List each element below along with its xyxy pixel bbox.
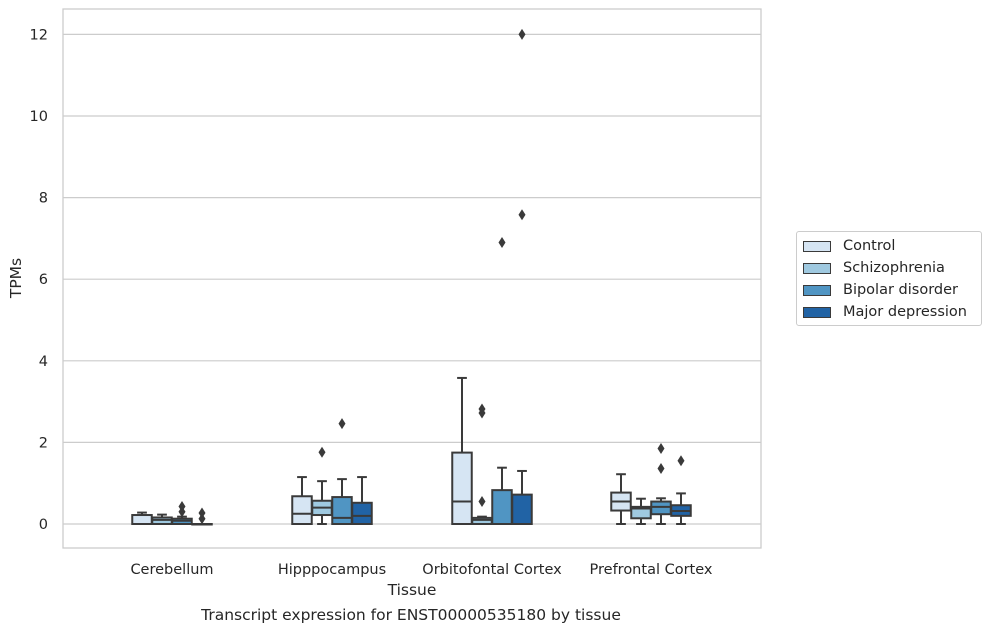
box-iqr <box>650 500 672 516</box>
box-iqr <box>451 451 473 526</box>
box-1-2 <box>331 418 353 525</box>
box-0-0 <box>131 511 153 525</box>
x-tick-label: Prefrontal Cortex <box>590 562 713 578</box>
outlier-point <box>498 236 506 248</box>
box-2-3 <box>511 28 533 525</box>
y-tick-label: 0 <box>39 517 48 533</box>
y-tick-label: 10 <box>30 109 48 125</box>
outlier-point <box>198 507 206 519</box>
box-3-2 <box>650 443 672 525</box>
legend-swatch-control <box>803 240 831 252</box>
outlier-point <box>518 28 526 40</box>
plot-frame <box>62 8 762 549</box>
y-ticks: 0 2 4 6 8 10 12 <box>30 27 48 533</box>
y-axis-label: TPMs <box>7 258 25 299</box>
outlier-point <box>198 513 206 525</box>
legend-swatch-schizophrenia <box>803 262 831 274</box>
y-tick-label: 2 <box>39 435 48 451</box>
outlier-point <box>178 500 186 512</box>
box-2-2 <box>491 236 513 525</box>
y-tick-label: 6 <box>39 272 48 288</box>
box-iqr <box>291 495 313 526</box>
outlier-point <box>478 496 486 508</box>
y-tick-label: 12 <box>30 27 48 43</box>
box-3-0 <box>610 473 632 525</box>
x-tick-label: Orbitofontal Cortex <box>422 562 562 578</box>
outlier-point <box>657 463 665 475</box>
outlier-point <box>478 403 486 415</box>
legend-label-control: Control <box>843 238 896 254</box>
x-ticks: Cerebellum Hipppocampus Orbitofontal Corte… <box>130 562 712 578</box>
chart-caption: Transcript expression for ENST0000053518… <box>201 606 621 624</box>
legend-swatch-major-depression <box>803 306 831 318</box>
x-tick-label: Cerebellum <box>130 562 213 578</box>
legend-item-major-depression: Major depression <box>803 302 967 322</box>
legend-item-schizophrenia: Schizophrenia <box>803 258 945 278</box>
box-0-3 <box>191 507 213 526</box>
box-iqr <box>511 493 533 525</box>
box-2-0 <box>451 376 473 526</box>
legend: Control Schizophrenia Bipolar disorder M… <box>796 231 982 326</box>
box-iqr <box>331 496 353 525</box>
outlier-point <box>318 446 326 458</box>
outlier-point <box>657 443 665 455</box>
box-iqr <box>131 514 153 525</box>
grid-lines <box>63 33 761 525</box>
legend-label-bipolar-disorder: Bipolar disorder <box>843 282 958 298</box>
boxes <box>131 28 692 526</box>
x-tick-label: Hipppocampus <box>278 562 386 578</box>
box-3-1 <box>630 497 652 525</box>
legend-label-major-depression: Major depression <box>843 304 967 320</box>
outlier-point <box>677 455 685 467</box>
outlier-point <box>338 418 346 430</box>
box-3-3 <box>670 455 692 525</box>
box-iqr <box>351 501 373 525</box>
legend-label-schizophrenia: Schizophrenia <box>843 260 945 276</box>
box-0-2 <box>171 500 193 525</box>
box-1-3 <box>351 476 373 525</box>
legend-item-control: Control <box>803 236 895 256</box>
box-iqr <box>471 516 493 526</box>
x-axis-label: Tissue <box>387 581 437 599</box>
box-0-1 <box>151 513 173 525</box>
outlier-point <box>518 209 526 221</box>
box-2-1 <box>471 403 493 526</box>
box-iqr <box>491 489 513 525</box>
legend-swatch-bipolar-disorder <box>803 284 831 296</box>
y-tick-label: 8 <box>39 191 48 207</box>
box-1-1 <box>311 446 333 525</box>
legend-item-bipolar-disorder: Bipolar disorder <box>803 280 958 300</box>
y-tick-label: 4 <box>39 354 48 370</box>
box-1-0 <box>291 476 313 526</box>
